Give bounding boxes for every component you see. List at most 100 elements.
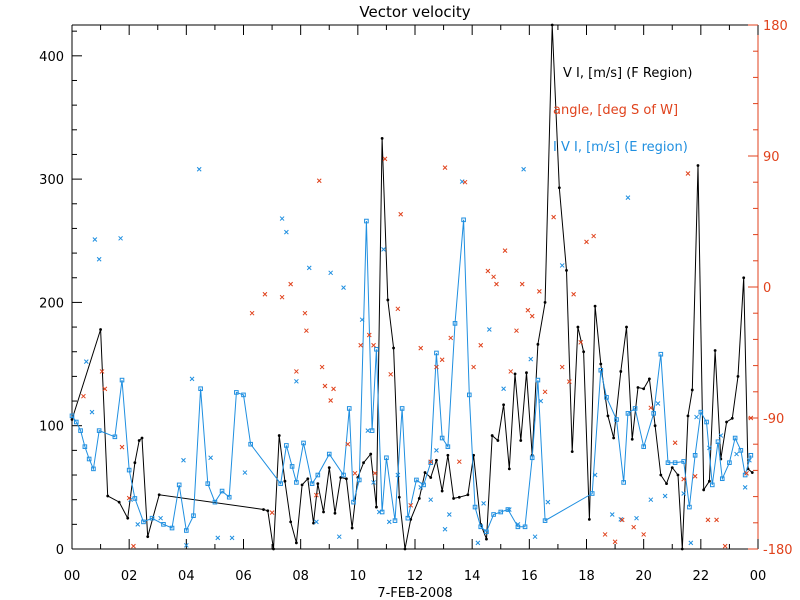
e-region-point [96,428,102,433]
e-region-scatter-point [694,414,699,420]
e-region-point [614,417,619,422]
angle-point [126,495,132,501]
f-region-point [466,493,470,497]
e-region-point [439,435,445,441]
e-region-scatter-point [306,265,312,271]
e-region-point [141,519,146,525]
angle-point [371,342,376,348]
f-region-point [550,23,554,27]
e-region-scatter-point [196,166,202,172]
chart-text: Vector velocity 7-FEB-2008 V I, [m/s] (F… [39,3,792,600]
angle-point [269,510,275,515]
angle-point [494,281,499,287]
f-region-point [736,374,740,378]
f-region-point [576,325,580,329]
e-region-point [522,524,528,530]
angle-point [744,470,749,476]
f-region-point [350,526,354,530]
e-region-scatter-point [634,515,639,521]
angle-point [322,383,328,389]
e-region-scatter-point [158,515,163,521]
f-region-point [570,450,574,453]
f-region-point [452,497,455,500]
e-region-point [414,477,419,483]
e-region-point [326,451,332,457]
e-region-point [289,464,295,469]
f-region-point [599,362,603,366]
y-tick-label-right: 180 [763,19,788,34]
angle-point [714,517,719,523]
f-region-point [676,473,680,477]
f-region-point [294,541,298,545]
f-region-point [612,436,616,440]
angle-point [434,364,439,370]
f-region-point [587,518,591,521]
angle-point [462,179,468,185]
angle-point [279,294,285,300]
f-region-point [397,495,401,499]
angle-point [551,214,556,220]
f-region-point [289,520,293,524]
e-region-point [132,496,138,501]
e-region-point [294,480,299,485]
angle-point [316,178,322,184]
e-region-point [529,455,535,461]
f-region-point [316,482,320,486]
e-region-point [234,390,239,395]
angle-point [681,476,687,482]
angle-point [641,532,647,537]
angle-point [612,539,618,545]
angle-point [314,492,319,498]
angle-point [602,532,608,537]
f-region-point [137,439,141,442]
e-region-point [226,494,232,500]
angle-point [456,459,462,465]
e-region-scatter-point [618,517,624,522]
f-region-point [507,467,511,471]
e-region-point [374,346,379,352]
angle-point [372,470,378,476]
e-region-scatter-point [189,376,195,382]
angle-point [631,524,637,530]
angle-point [304,328,309,334]
e-region-scatter-point [747,457,752,463]
angle-point [519,281,525,287]
angle-point [705,517,711,523]
e-region-point [742,472,748,478]
angle-point [692,473,698,479]
e-region-point [621,480,626,485]
e-region-point [715,439,721,445]
angle-point [398,211,404,217]
e-region-point [651,411,656,416]
e-region-scatter-point [336,534,342,540]
f-region-point [140,436,144,440]
e-region-point [91,466,96,472]
angle-point [302,310,308,316]
y-tick-label-right: 0 [763,281,771,296]
e-region-point [379,509,385,515]
e-region-point [86,456,92,462]
e-region-point [205,481,211,486]
f-region-point [312,521,315,525]
e-region-point [748,452,754,458]
e-region-point [405,515,411,521]
angle-point [566,379,572,384]
f-region-point [133,461,137,465]
f-region-point [636,386,640,389]
angle-point [408,502,414,508]
x-tick-label: 06 [235,569,252,584]
e-region-scatter-point [648,497,654,503]
e-region-scatter-point [395,472,401,478]
f-region-point [322,510,325,514]
e-region-point [434,350,439,356]
e-region-scatter-point [688,540,694,546]
angle-point [395,306,401,312]
f-region-point [266,509,270,513]
e-region-scatter-point [183,542,189,548]
e-region-point [542,518,548,523]
angle-point [131,543,136,549]
e-region-point [169,525,175,531]
e-region-point [219,488,225,494]
angle-point [358,342,364,348]
